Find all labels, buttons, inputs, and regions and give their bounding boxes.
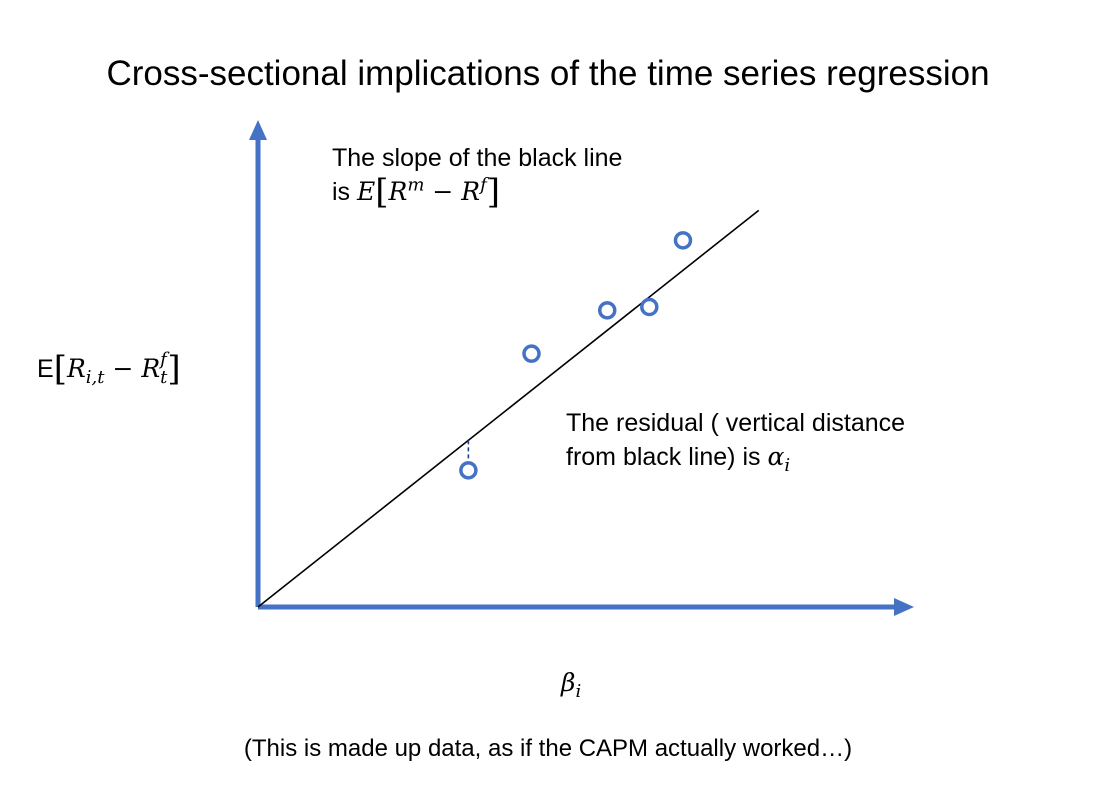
data-point: [597, 301, 617, 320]
close-bracket: ]: [486, 172, 501, 212]
alpha-subscript: i: [784, 455, 791, 476]
riskfree-symbol: R: [141, 354, 161, 383]
y-open-bracket: [: [53, 349, 67, 389]
data-points: [459, 231, 693, 480]
y-close-bracket: ]: [167, 349, 181, 389]
y-minus-sign: −: [104, 354, 142, 383]
alpha-letter: α: [767, 442, 785, 471]
riskfree-superscript-f: f: [160, 348, 167, 370]
open-bracket: [: [375, 172, 389, 212]
riskfree-return-symbol: R: [461, 177, 481, 206]
slope-annotation-line1: The slope of the black line: [332, 144, 623, 172]
market-return-symbol: R: [388, 177, 408, 206]
data-point: [640, 297, 659, 317]
residual-annotation: The residual ( vertical distance from bl…: [566, 406, 906, 475]
residual-annotation-prefix: from black line) is: [566, 443, 761, 471]
riskfree-subscript-t: t: [160, 366, 168, 388]
page-title: Cross-sectional implications of the time…: [106, 54, 990, 93]
footnote: (This is made up data, as if the CAPM ac…: [243, 735, 853, 762]
market-superscript: m: [407, 174, 425, 196]
residual-annotation-line1: The residual ( vertical distance: [566, 409, 906, 437]
axes: [249, 120, 914, 616]
slope-annotation-line2: is E[Rm − Rf]: [332, 175, 622, 209]
beta-letter: β: [561, 668, 576, 697]
slope-annotation: The slope of the black line is E[Rm − Rf…: [332, 141, 622, 209]
x-axis-label: βi: [561, 666, 582, 702]
data-point: [459, 461, 478, 480]
minus-sign: −: [424, 177, 462, 206]
asset-return-symbol: R: [66, 354, 86, 383]
alpha-symbol: αi: [767, 442, 790, 475]
beta-subscript: i: [575, 681, 582, 702]
fit-line: [257, 209, 760, 608]
y-axis-arrowhead: [249, 120, 267, 140]
asset-subscript: i,t: [85, 367, 105, 388]
x-axis-arrowhead: [894, 598, 914, 616]
riskfree-superscript: f: [480, 174, 487, 196]
data-point: [673, 231, 693, 250]
residual-annotation-line2: from black line) is αi: [566, 440, 905, 475]
slope-annotation-prefix: is: [332, 178, 351, 206]
y-axis-expectation: E: [37, 355, 54, 383]
expectation-symbol: E: [357, 177, 376, 206]
slope-expression: E[Rm − Rf]: [357, 174, 500, 209]
fit-line-group: [257, 209, 760, 608]
data-point: [522, 344, 541, 363]
